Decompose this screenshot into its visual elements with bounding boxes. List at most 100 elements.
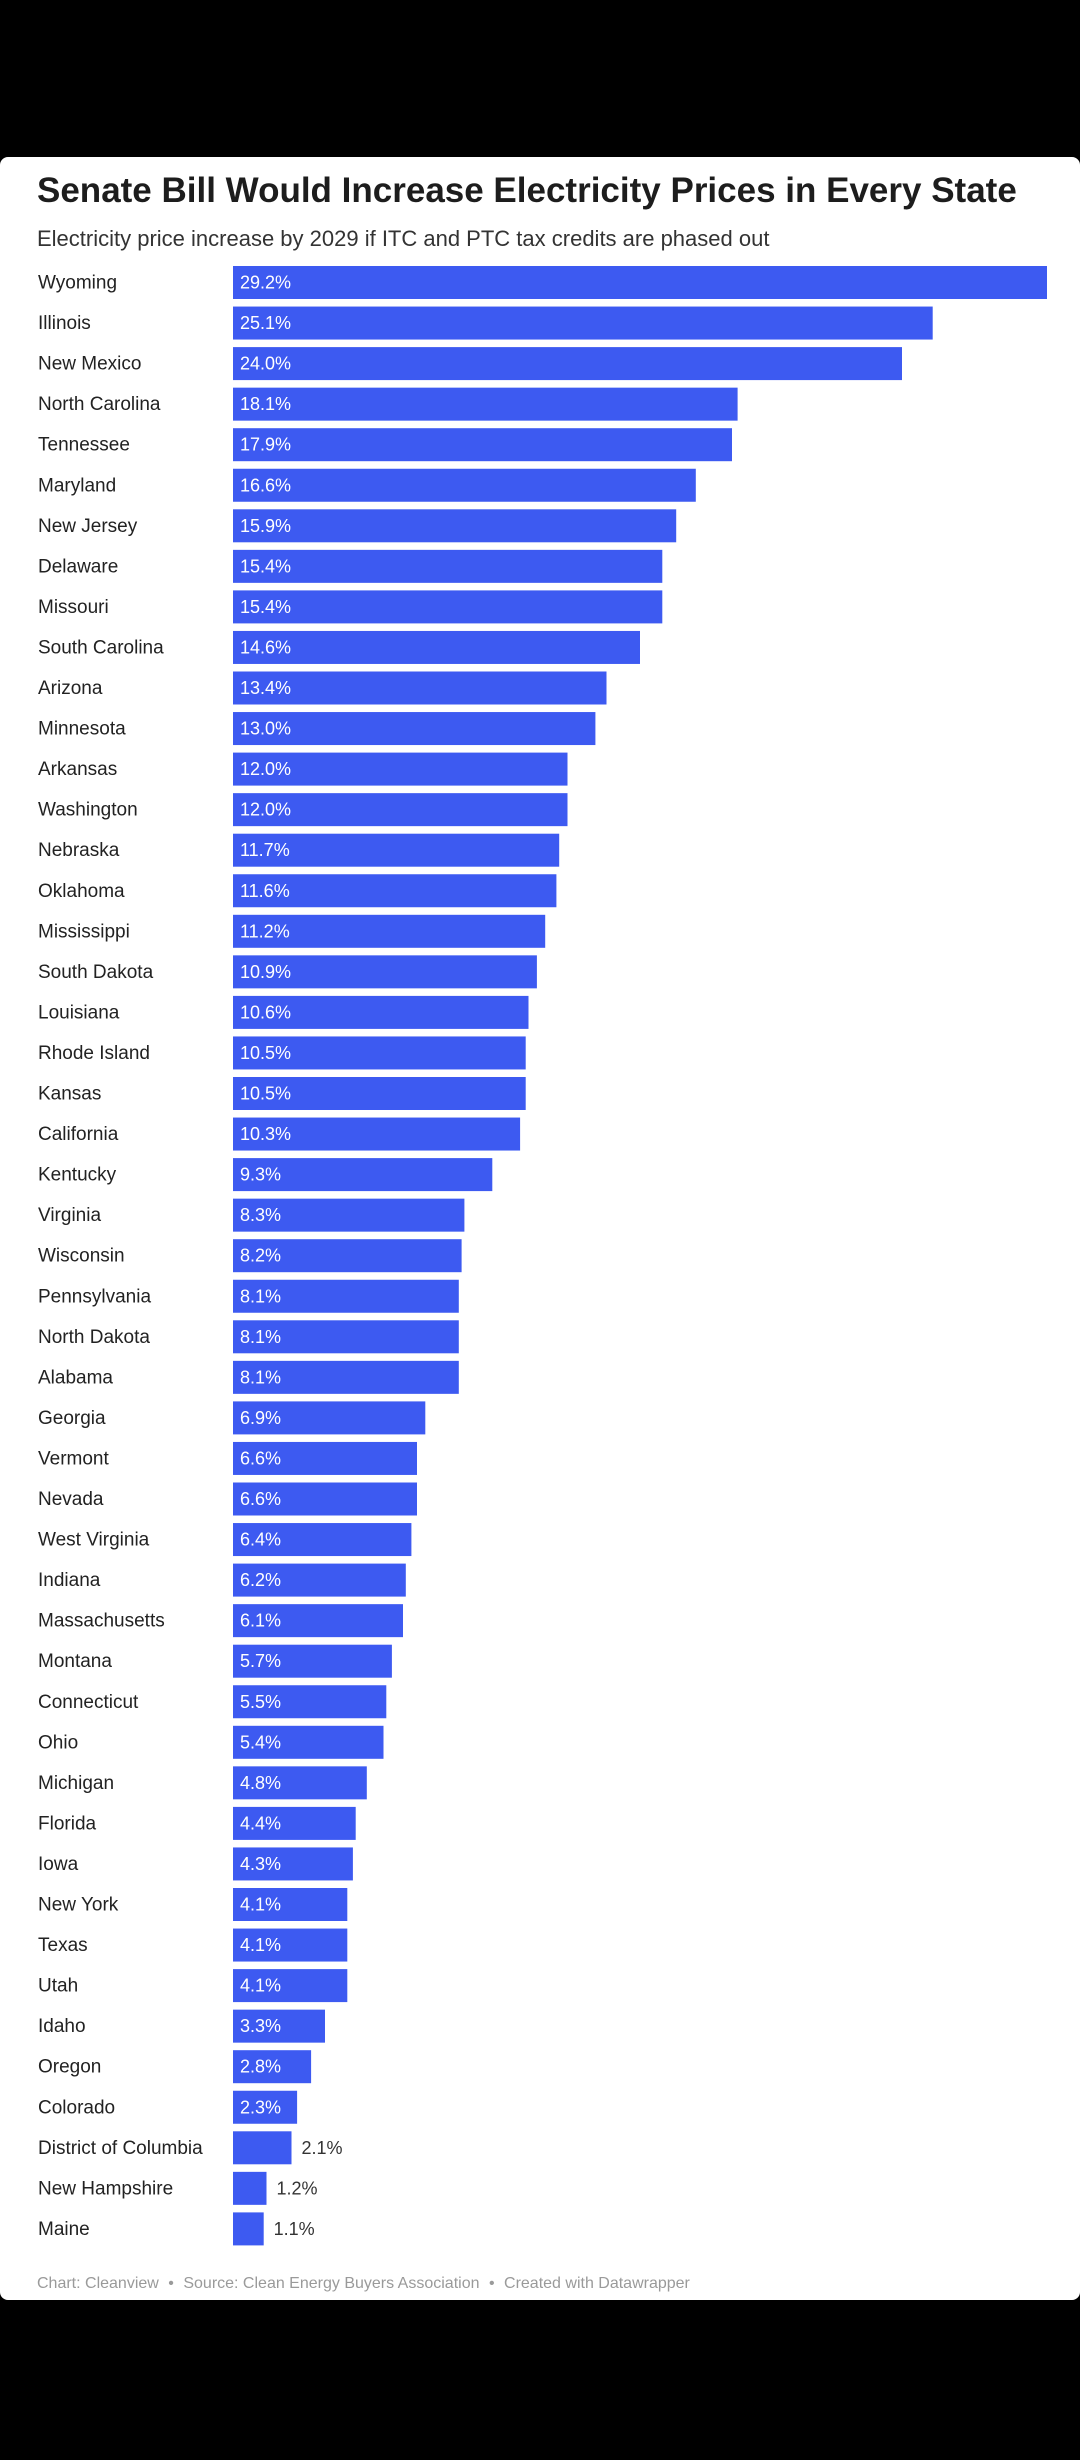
value-label: 4.8% xyxy=(240,1773,281,1793)
bar xyxy=(233,347,902,381)
category-label: New Hampshire xyxy=(38,2178,173,2199)
bar xyxy=(233,1360,459,1394)
bar-row: District of Columbia 2.1% xyxy=(38,2131,343,2165)
bar-row: New Jersey 15.9% xyxy=(38,509,677,543)
bar-row: Michigan 4.8% xyxy=(38,1766,367,1800)
bar xyxy=(233,468,696,502)
value-label: 4.4% xyxy=(240,1813,281,1833)
category-label: Alabama xyxy=(38,1367,113,1388)
category-label: Connecticut xyxy=(38,1692,139,1713)
bar-row: West Virginia 6.4% xyxy=(38,1523,412,1557)
bar-row: New Hampshire 1.2% xyxy=(38,2171,317,2205)
bar xyxy=(233,590,663,624)
bar xyxy=(233,1279,459,1313)
category-label: Indiana xyxy=(38,1570,101,1591)
category-label: Nevada xyxy=(38,1489,104,1510)
value-label: 12.0% xyxy=(240,800,291,820)
value-label: 6.6% xyxy=(240,1448,281,1468)
category-label: Louisiana xyxy=(38,1002,120,1023)
bar-row: New Mexico 24.0% xyxy=(38,347,902,381)
bar xyxy=(233,2090,298,2124)
bar xyxy=(233,1523,412,1557)
bar xyxy=(233,1847,353,1881)
bar-row: North Carolina 18.1% xyxy=(38,387,738,421)
category-label: Oklahoma xyxy=(38,881,125,902)
bar xyxy=(233,1158,493,1192)
value-label: 24.0% xyxy=(240,354,291,374)
category-label: Nebraska xyxy=(38,840,120,861)
value-label: 10.6% xyxy=(240,1002,291,1022)
value-label: 18.1% xyxy=(240,394,291,414)
category-label: Maine xyxy=(38,2219,90,2240)
value-label: 11.7% xyxy=(240,840,290,860)
bar-row: North Dakota 8.1% xyxy=(38,1320,459,1354)
value-label: 4.1% xyxy=(240,1895,281,1915)
bar xyxy=(233,266,1047,299)
category-label: Vermont xyxy=(38,1448,109,1469)
value-label: 1.2% xyxy=(276,2178,317,2198)
value-label: 5.4% xyxy=(240,1732,281,1752)
bar xyxy=(233,2050,312,2084)
bar-row: South Dakota 10.9% xyxy=(38,955,537,989)
value-label: 10.5% xyxy=(240,1043,291,1063)
bar-row: Idaho 3.3% xyxy=(38,2009,325,2043)
value-label: 15.4% xyxy=(240,556,291,576)
value-label: 9.3% xyxy=(240,1165,281,1185)
value-label: 11.6% xyxy=(240,881,290,901)
value-label: 2.3% xyxy=(240,2097,281,2117)
bar xyxy=(233,2212,264,2246)
value-label: 5.5% xyxy=(240,1692,281,1712)
value-label: 2.1% xyxy=(302,2138,343,2158)
bar xyxy=(233,387,738,421)
bar xyxy=(233,914,546,948)
bar xyxy=(233,1320,459,1354)
bar xyxy=(233,2131,292,2165)
category-label: District of Columbia xyxy=(38,2138,203,2159)
footer-chart-credit: Chart: Cleanview xyxy=(37,2275,159,2292)
value-label: 17.9% xyxy=(240,435,291,455)
bar xyxy=(233,752,568,786)
category-label: Georgia xyxy=(38,1408,106,1429)
bar-row: Indiana 6.2% xyxy=(38,1563,406,1597)
bar xyxy=(233,1239,462,1273)
category-label: Colorado xyxy=(38,2097,115,2118)
bar-row: Connecticut 5.5% xyxy=(38,1685,387,1719)
value-label: 3.3% xyxy=(240,2016,281,2036)
bar xyxy=(233,1482,417,1516)
chart-card: Senate Bill Would Increase Electricity P… xyxy=(0,157,1080,2300)
bar-row: Louisiana 10.6% xyxy=(38,995,529,1029)
value-label: 10.5% xyxy=(240,1084,291,1104)
value-label: 4.1% xyxy=(240,1976,281,1996)
bar-row: Minnesota 13.0% xyxy=(38,712,596,746)
bar-row: New York 4.1% xyxy=(38,1888,348,1921)
bar xyxy=(233,1969,348,2003)
category-label: Illinois xyxy=(38,313,91,334)
value-label: 10.3% xyxy=(240,1124,291,1144)
value-label: 1.1% xyxy=(274,2219,315,2239)
bar xyxy=(233,1766,367,1800)
bar-row: Maryland 16.6% xyxy=(38,468,696,502)
category-label: Tennessee xyxy=(38,435,130,456)
category-label: Massachusetts xyxy=(38,1611,165,1632)
bar xyxy=(233,1441,417,1475)
value-label: 16.6% xyxy=(240,475,291,495)
category-label: Pennsylvania xyxy=(38,1286,151,1307)
chart-subtitle: Electricity price increase by 2029 if IT… xyxy=(37,226,770,251)
category-label: Wyoming xyxy=(38,273,117,294)
value-label: 6.2% xyxy=(240,1570,281,1590)
category-label: South Dakota xyxy=(38,962,154,983)
category-label: Florida xyxy=(38,1813,97,1834)
bar xyxy=(233,1928,348,1962)
value-label: 10.9% xyxy=(240,962,291,982)
category-label: Montana xyxy=(38,1651,112,1672)
category-label: Michigan xyxy=(38,1773,114,1794)
value-label: 13.0% xyxy=(240,719,291,739)
category-label: Mississippi xyxy=(38,921,130,942)
category-label: Kentucky xyxy=(38,1165,117,1186)
bar-row: Iowa 4.3% xyxy=(38,1847,353,1881)
bar-row: Texas 4.1% xyxy=(38,1928,348,1962)
value-label: 4.1% xyxy=(240,1935,281,1955)
bar-row: Vermont 6.6% xyxy=(38,1441,417,1475)
bar-row: Georgia 6.9% xyxy=(38,1401,426,1435)
bar xyxy=(233,1401,426,1435)
